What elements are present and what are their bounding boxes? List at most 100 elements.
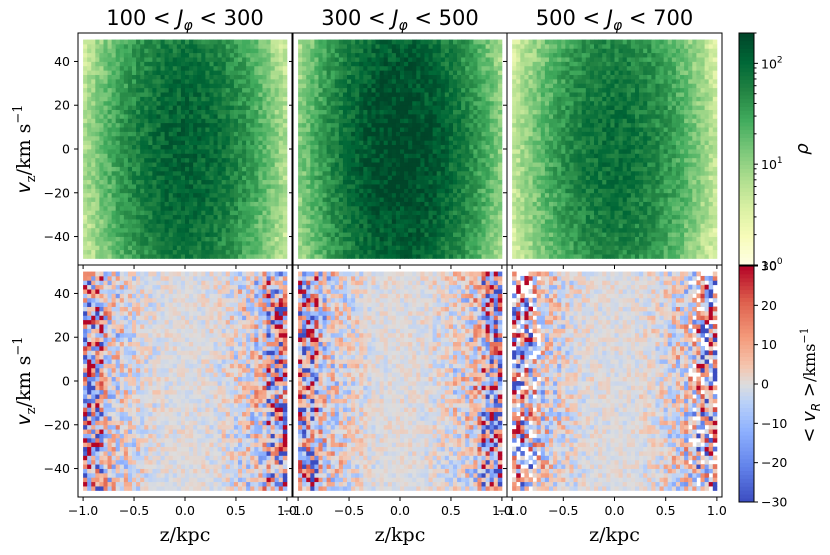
- heatmap-cell: [140, 354, 145, 360]
- heatmap-cell: [168, 332, 174, 338]
- heatmap-cell: [201, 424, 206, 430]
- heatmap-cell: [176, 289, 182, 294]
- heatmap-cell: [164, 481, 170, 487]
- heatmap-cell: [189, 345, 194, 351]
- heatmap-cell: [107, 131, 113, 137]
- heatmap-cell: [148, 92, 153, 97]
- heatmap-cell: [270, 140, 276, 146]
- heatmap-cell: [136, 92, 141, 97]
- heatmap-cell: [266, 52, 271, 58]
- heatmap-cell: [254, 429, 259, 434]
- heatmap-cell: [225, 140, 231, 146]
- heatmap-cell: [95, 127, 100, 132]
- heatmap-cell: [87, 332, 92, 338]
- heatmap-cell: [140, 350, 145, 356]
- heatmap-cell: [197, 459, 202, 465]
- heatmap-cell: [258, 43, 263, 49]
- heatmap-cell: [262, 297, 267, 303]
- heatmap-cell: [136, 74, 141, 80]
- heatmap-cell: [225, 210, 231, 216]
- heatmap-cell: [213, 442, 219, 448]
- heatmap-cell: [111, 359, 117, 364]
- heatmap-cell: [246, 214, 251, 220]
- heatmap-cell: [99, 57, 104, 62]
- heatmap-cell: [123, 398, 129, 404]
- heatmap-cell: [209, 416, 214, 421]
- heatmap-cell: [111, 87, 117, 93]
- heatmap-cell: [237, 254, 243, 259]
- heatmap-cell: [83, 197, 88, 202]
- heatmap-cell: [119, 153, 125, 159]
- heatmap-cell: [270, 43, 276, 49]
- heatmap-cell: [87, 205, 92, 211]
- heatmap-cell: [180, 297, 186, 303]
- heatmap-cell: [201, 118, 206, 124]
- heatmap-cell: [107, 416, 113, 421]
- heatmap-cell: [123, 78, 129, 84]
- heatmap-cell: [83, 402, 88, 408]
- heatmap-cell: [229, 175, 235, 181]
- heatmap-cell: [185, 407, 190, 413]
- heatmap-cell: [266, 271, 271, 277]
- heatmap-cell: [156, 245, 161, 251]
- heatmap-cell: [274, 113, 280, 119]
- heatmap-cell: [136, 381, 141, 386]
- heatmap-cell: [164, 324, 170, 329]
- heatmap-cell: [136, 324, 141, 329]
- heatmap-cell: [250, 83, 255, 89]
- heatmap-cell: [258, 442, 263, 448]
- heatmap-cell: [95, 166, 100, 172]
- heatmap-cell: [209, 39, 214, 45]
- heatmap-cell: [160, 219, 166, 224]
- heatmap-cell: [115, 70, 121, 75]
- heatmap-cell: [123, 113, 129, 119]
- heatmap-cell: [205, 385, 210, 391]
- heatmap-cell: [278, 162, 284, 167]
- heatmap-cell: [282, 166, 288, 172]
- heatmap-cell: [160, 254, 166, 259]
- heatmap-cell: [197, 376, 202, 382]
- heatmap-cell: [233, 464, 239, 469]
- heatmap-cell: [91, 363, 96, 369]
- heatmap-cell: [217, 140, 223, 146]
- heatmap-cell: [144, 192, 149, 198]
- heatmap-cell: [225, 254, 231, 259]
- heatmap-cell: [221, 240, 227, 246]
- heatmap-cell: [136, 464, 141, 469]
- heatmap-cell: [254, 398, 259, 404]
- heatmap-cell: [132, 48, 137, 54]
- heatmap-cell: [123, 367, 129, 373]
- heatmap-cell: [274, 411, 280, 417]
- heatmap-cell: [144, 394, 149, 399]
- heatmap-cell: [136, 306, 141, 312]
- heatmap-cell: [254, 175, 259, 181]
- heatmap-cell: [185, 354, 190, 360]
- heatmap-cell: [205, 92, 210, 97]
- heatmap-cell: [140, 284, 145, 290]
- heatmap-cell: [282, 105, 288, 111]
- heatmap-cell: [176, 442, 182, 448]
- heatmap-cell: [115, 140, 121, 146]
- heatmap-cell: [119, 372, 125, 378]
- heatmap-cell: [229, 271, 235, 277]
- heatmap-cell: [282, 240, 288, 246]
- heatmap-cell: [107, 332, 113, 338]
- heatmap-cell: [185, 398, 190, 404]
- heatmap-cell: [111, 74, 117, 80]
- heatmap-cell: [95, 284, 100, 290]
- heatmap-cell: [115, 65, 121, 71]
- heatmap-cell: [91, 359, 96, 364]
- heatmap-cell: [258, 354, 263, 360]
- heatmap-cell: [282, 376, 288, 382]
- heatmap-cell: [233, 385, 239, 391]
- heatmap-cell: [193, 92, 198, 97]
- heatmap-cell: [233, 310, 239, 316]
- heatmap-cell: [258, 48, 263, 54]
- heatmap-cell: [148, 43, 153, 49]
- heatmap-cell: [103, 345, 108, 351]
- heatmap-cell: [185, 113, 190, 119]
- heatmap-cell: [197, 162, 202, 167]
- heatmap-cell: [87, 394, 92, 399]
- heatmap-cell: [266, 442, 271, 448]
- heatmap-cell: [87, 284, 92, 290]
